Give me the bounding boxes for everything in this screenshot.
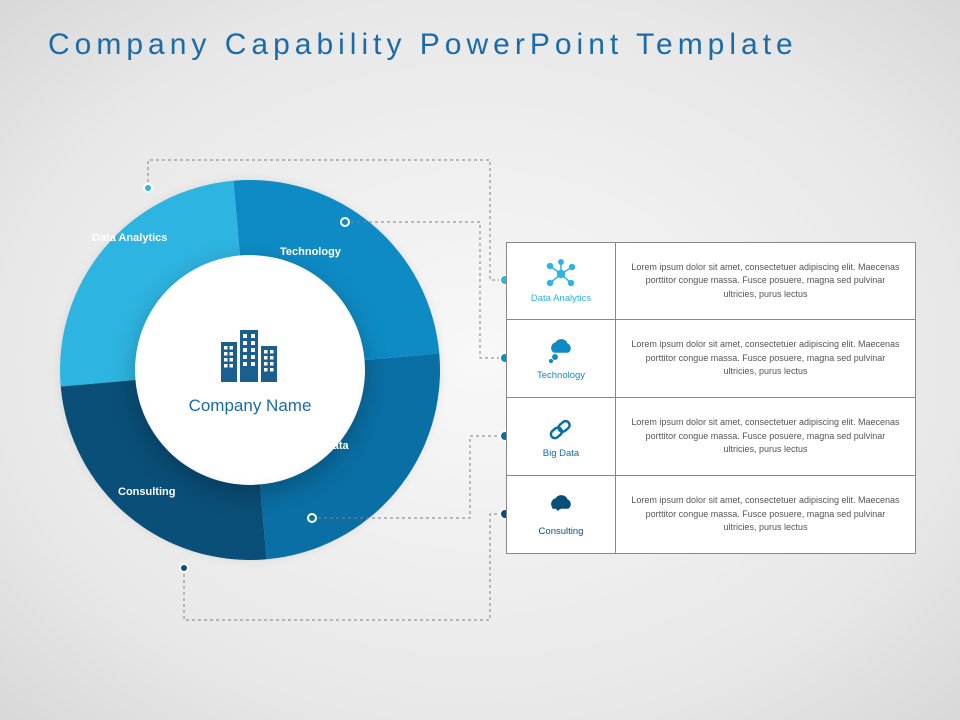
segment-dot xyxy=(307,513,317,523)
segment-dot xyxy=(179,563,189,573)
segment-dot xyxy=(340,217,350,227)
table-row: Big Data Lorem ipsum dolor sit amet, cons… xyxy=(506,398,916,476)
segment-label: Data Analytics xyxy=(92,232,167,244)
segment-label: Technology xyxy=(280,246,341,258)
table-row: Technology Lorem ipsum dolor sit amet, co… xyxy=(506,320,916,398)
segment-label: Big Data xyxy=(304,440,349,452)
segment-label: Consulting xyxy=(118,486,175,498)
buildings-icon xyxy=(216,324,284,382)
row-text: Lorem ipsum dolor sit amet, consectetuer… xyxy=(616,398,916,476)
icon-caption: Consulting xyxy=(539,526,584,537)
icon-caption: Technology xyxy=(537,370,585,381)
table-row: Data Analytics Lorem ipsum dolor sit amet… xyxy=(506,242,916,320)
row-text: Lorem ipsum dolor sit amet, consectetuer… xyxy=(616,242,916,320)
cloud-thought-icon: Technology xyxy=(506,320,616,398)
table-row: Consulting Lorem ipsum dolor sit amet, co… xyxy=(506,476,916,554)
icon-caption: Data Analytics xyxy=(531,293,591,304)
page-title: Company Capability PowerPoint Template xyxy=(48,28,798,62)
center-label: Company Name xyxy=(189,396,312,416)
network-icon: Data Analytics xyxy=(506,242,616,320)
chain-icon: Big Data xyxy=(506,398,616,476)
row-text: Lorem ipsum dolor sit amet, consectetuer… xyxy=(616,320,916,398)
cloud-download-icon: Consulting xyxy=(506,476,616,554)
capability-table: Data Analytics Lorem ipsum dolor sit amet… xyxy=(506,242,916,554)
icon-caption: Big Data xyxy=(543,448,579,459)
segment-dot xyxy=(143,183,153,193)
row-text: Lorem ipsum dolor sit amet, consectetuer… xyxy=(616,476,916,554)
